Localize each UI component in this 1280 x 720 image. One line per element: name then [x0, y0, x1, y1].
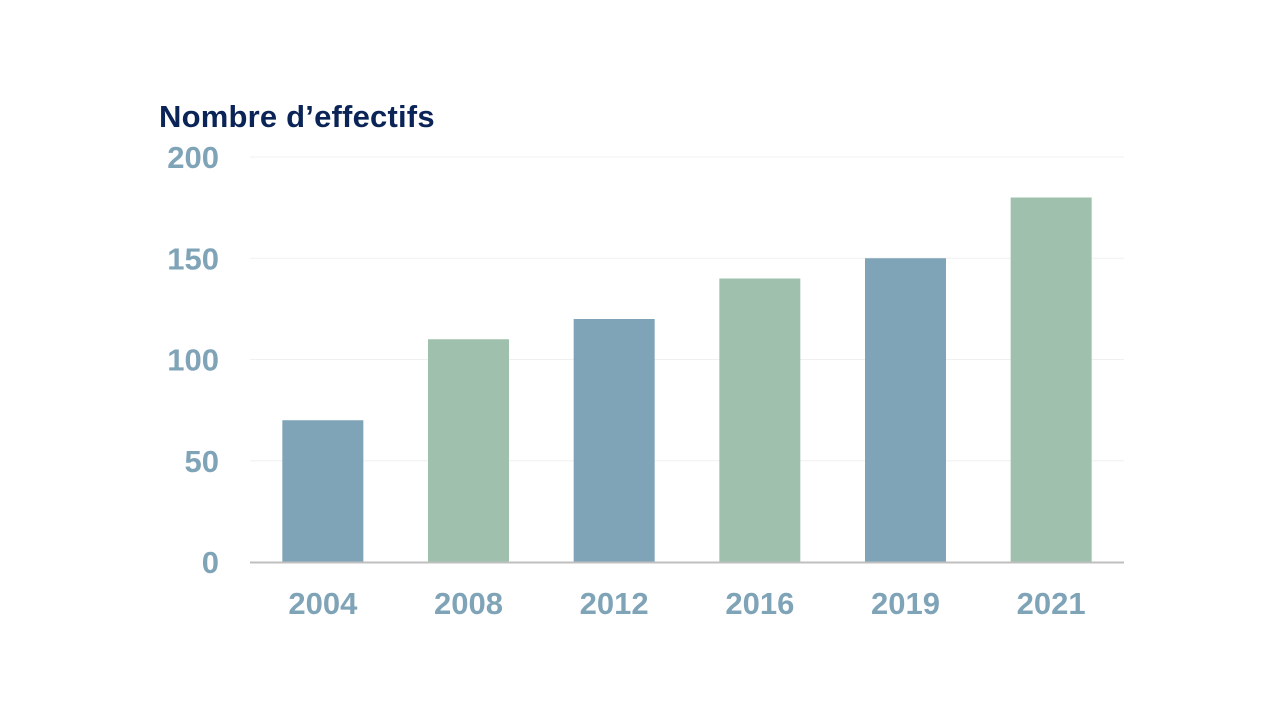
x-tick-labels: 2004 2008 2012 2016 2019 2021 [288, 586, 1085, 621]
bar-2016 [719, 278, 801, 562]
x-tick-label: 2004 [288, 586, 358, 621]
y-tick-label: 200 [167, 140, 219, 175]
y-tick-label: 0 [202, 545, 219, 580]
bar-2021 [1010, 197, 1092, 562]
y-tick-labels: 0 50 100 150 200 [167, 140, 219, 580]
x-tick-label: 2021 [1017, 586, 1086, 621]
bar-2008 [428, 339, 509, 562]
chart-title: Nombre d’effectifs [159, 99, 435, 134]
bar-2004 [282, 420, 364, 562]
gridlines [250, 156, 1124, 462]
bar-2012 [573, 319, 655, 562]
x-tick-label: 2016 [725, 586, 794, 621]
y-tick-label: 50 [185, 444, 219, 479]
bar-2019 [865, 258, 946, 562]
x-tick-label: 2008 [434, 586, 503, 621]
x-tick-label: 2019 [871, 586, 940, 621]
y-tick-label: 100 [167, 343, 219, 378]
y-tick-label: 150 [167, 241, 219, 276]
bars [282, 197, 1092, 562]
x-tick-label: 2012 [580, 586, 649, 621]
